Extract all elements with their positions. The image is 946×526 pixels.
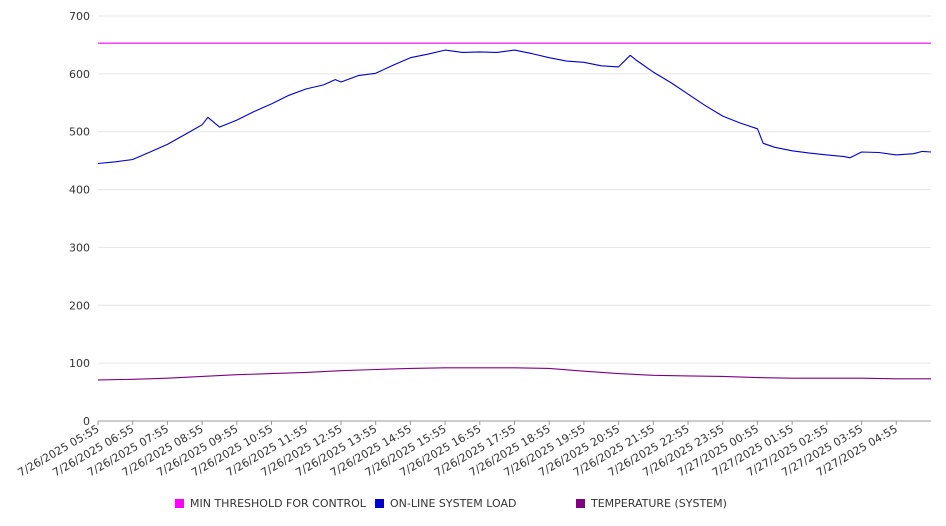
legend-swatch-temperature: [576, 499, 585, 508]
y-tick-label: 200: [69, 299, 90, 312]
y-tick-label: 700: [69, 10, 90, 23]
line-chart: 0 100 200 300 400 500 600 700 7/26/2025 05:557/…: [16, 10, 932, 479]
legend-item-threshold[interactable]: MIN THRESHOLD FOR CONTROL: [175, 497, 366, 510]
series-line-2[interactable]: [97, 367, 931, 381]
legend-label-threshold: MIN THRESHOLD FOR CONTROL: [190, 497, 366, 510]
y-tick-label: 300: [69, 241, 90, 254]
legend-swatch-threshold: [175, 499, 184, 508]
y-tick-label: 0: [83, 415, 90, 428]
y-tick-label: 500: [69, 126, 90, 139]
x-axis: 7/26/2025 05:557/26/2025 06:557/26/2025 …: [16, 420, 931, 479]
y-axis: 0 100 200 300 400 500 600 700: [69, 10, 90, 428]
y-tick-label: 100: [69, 357, 90, 370]
y-tick-label: 600: [69, 68, 90, 81]
y-tick-label: 400: [69, 184, 90, 197]
series-line-1[interactable]: [97, 49, 932, 165]
legend-item-system-load[interactable]: ON-LINE SYSTEM LOAD: [375, 497, 516, 510]
legend-swatch-system-load: [375, 499, 384, 508]
legend-label-system-load: ON-LINE SYSTEM LOAD: [390, 497, 517, 510]
legend: MIN THRESHOLD FOR CONTROL ON-LINE SYSTEM…: [0, 497, 946, 515]
legend-label-temperature: TEMPERATURE (SYSTEM): [591, 497, 727, 510]
gridlines: [98, 15, 931, 422]
legend-item-temperature[interactable]: TEMPERATURE (SYSTEM): [576, 497, 727, 510]
series-lines: [97, 42, 932, 381]
